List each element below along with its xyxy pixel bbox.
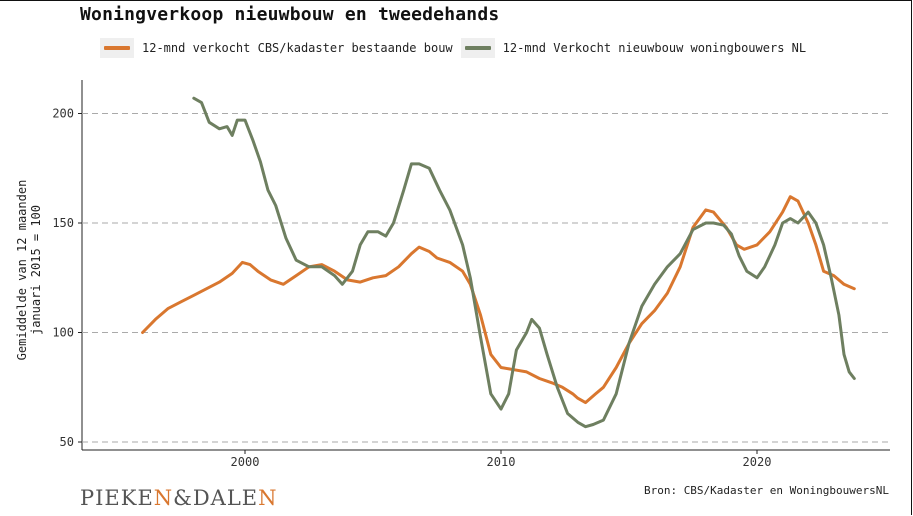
y-tick-label-100: 100 bbox=[52, 326, 74, 340]
legend-label-bestaande-bouw: 12-mnd verkocht CBS/kadaster bestaande b… bbox=[142, 41, 453, 55]
x-tick-label-2020: 2020 bbox=[743, 455, 772, 469]
x-tick-label-2010: 2010 bbox=[487, 455, 516, 469]
y-tick-label-150: 150 bbox=[52, 216, 74, 230]
legend-item-nieuwbouw: 12-mnd Verkocht nieuwbouw woningbouwers … bbox=[460, 38, 807, 58]
series-line-bestaande-bouw bbox=[141, 195, 856, 405]
y-tick-label-200: 200 bbox=[52, 107, 74, 121]
x-tick-label-2000: 2000 bbox=[231, 455, 260, 469]
legend: 12-mnd verkocht CBS/kadaster bestaande b… bbox=[100, 38, 814, 58]
legend-swatch-green bbox=[460, 38, 495, 58]
pieken-dalen-logo: PIEKEN&DALEN bbox=[80, 486, 278, 510]
chart-title: Woningverkoop nieuwbouw en tweedehands bbox=[80, 4, 500, 25]
source-note: Bron: CBS/Kadaster en WoningbouwersNL bbox=[643, 484, 889, 497]
legend-item-bestaande-bouw: 12-mnd verkocht CBS/kadaster bestaande b… bbox=[100, 38, 453, 58]
y-tick-label-50: 50 bbox=[60, 435, 74, 449]
legend-swatch-orange bbox=[100, 38, 134, 58]
series-line-nieuwbouw bbox=[192, 96, 856, 429]
legend-label-nieuwbouw: 12-mnd Verkocht nieuwbouw woningbouwers … bbox=[502, 41, 807, 55]
